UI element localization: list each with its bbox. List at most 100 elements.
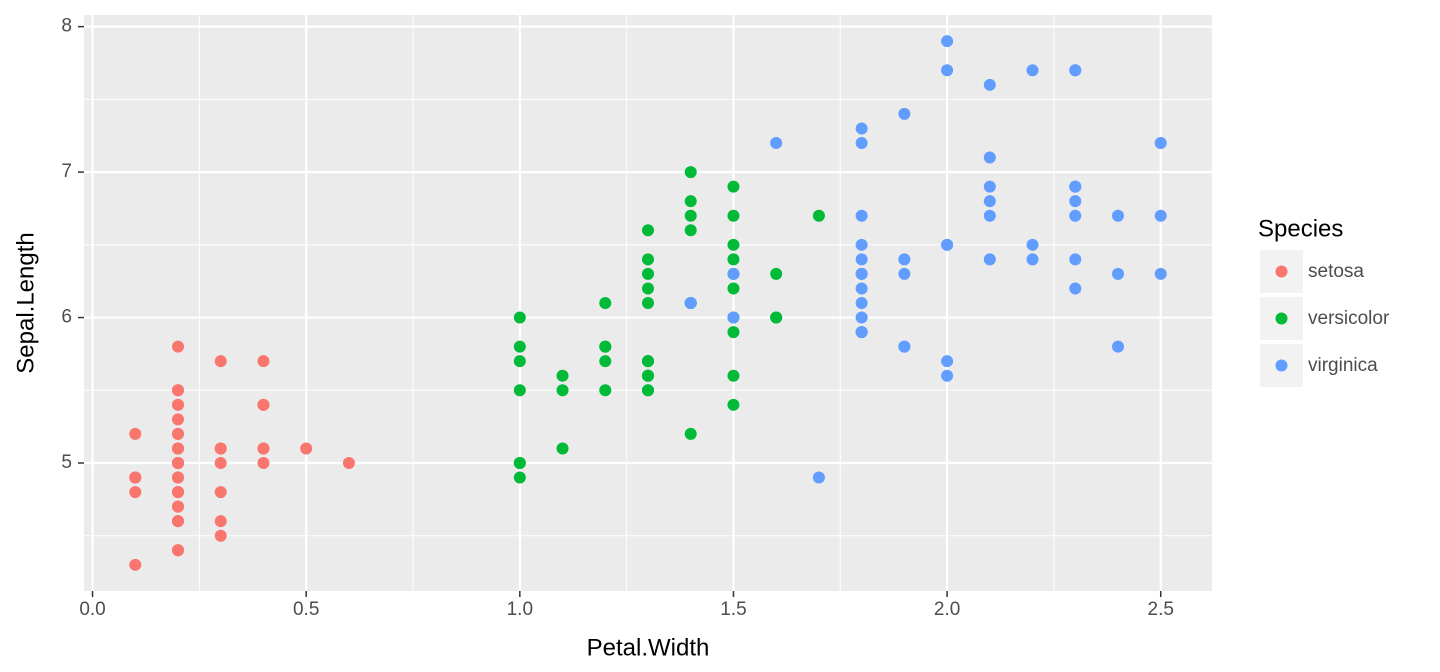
point	[172, 486, 184, 499]
x-tick-label: 0.0	[79, 599, 105, 620]
point	[727, 267, 740, 280]
point	[214, 515, 227, 528]
point	[172, 544, 184, 557]
point	[1026, 238, 1039, 251]
point	[257, 442, 270, 455]
point	[556, 384, 569, 397]
point	[855, 238, 868, 251]
point	[812, 209, 825, 222]
point	[983, 195, 996, 208]
point	[684, 166, 697, 179]
point	[1112, 209, 1124, 222]
point	[172, 457, 184, 469]
point	[1069, 195, 1082, 208]
point	[812, 471, 825, 484]
point	[727, 398, 740, 411]
point	[172, 413, 184, 426]
point	[172, 471, 184, 484]
point	[727, 326, 740, 339]
point	[642, 267, 654, 280]
y-axis-label: Sepal.Length	[12, 232, 39, 373]
point	[770, 137, 783, 149]
point	[770, 267, 783, 280]
point	[983, 209, 996, 222]
point	[684, 427, 697, 440]
point	[727, 369, 740, 382]
x-tick-label: 0.5	[293, 599, 319, 620]
point	[1112, 340, 1124, 353]
point	[129, 471, 142, 484]
point	[983, 151, 996, 164]
point	[898, 253, 911, 266]
point	[855, 311, 868, 324]
point	[983, 253, 996, 266]
point	[855, 297, 868, 309]
point	[1154, 267, 1167, 280]
point	[513, 384, 526, 397]
y-tick-label: 6	[61, 307, 72, 328]
point	[599, 355, 612, 368]
point	[172, 427, 184, 440]
y-tick-label: 8	[61, 16, 72, 37]
point	[172, 398, 184, 411]
point	[513, 355, 526, 368]
point	[172, 384, 184, 397]
point	[214, 442, 227, 455]
point	[1026, 253, 1039, 266]
point	[599, 340, 612, 353]
point	[855, 282, 868, 295]
point	[642, 384, 654, 397]
point	[642, 297, 654, 309]
x-tick-label: 2.5	[1148, 599, 1174, 620]
x-tick-label: 2.0	[934, 599, 960, 620]
legend-label: virginica	[1308, 355, 1378, 376]
point	[257, 355, 270, 368]
point	[642, 253, 654, 266]
point	[257, 398, 270, 411]
point	[983, 180, 996, 193]
point	[642, 355, 654, 368]
point	[855, 209, 868, 222]
x-axis-label: Petal.Width	[587, 634, 710, 661]
point	[556, 369, 569, 382]
point	[642, 282, 654, 295]
point	[172, 442, 184, 455]
point	[129, 427, 142, 440]
point	[941, 355, 954, 368]
point	[1154, 137, 1167, 149]
point	[642, 224, 654, 237]
point	[1069, 282, 1082, 295]
point	[855, 253, 868, 266]
point	[342, 457, 355, 469]
point	[684, 209, 697, 222]
point	[684, 297, 697, 309]
point	[727, 253, 740, 266]
point	[513, 471, 526, 484]
point	[214, 529, 227, 542]
y-tick-label: 5	[61, 452, 72, 473]
point	[172, 500, 184, 513]
legend-title: Species	[1258, 215, 1343, 242]
point	[941, 35, 954, 48]
point	[983, 78, 996, 91]
point	[214, 355, 227, 368]
point	[1069, 180, 1082, 193]
point	[1154, 209, 1167, 222]
point	[727, 180, 740, 193]
point	[129, 558, 142, 571]
point	[599, 384, 612, 397]
point	[1112, 267, 1124, 280]
point	[172, 515, 184, 528]
point	[599, 297, 612, 309]
x-tick-label: 1.0	[507, 599, 533, 620]
legend-swatch	[1275, 312, 1288, 325]
point	[855, 122, 868, 135]
point	[214, 457, 227, 469]
point	[898, 107, 911, 120]
point	[941, 238, 954, 251]
point	[898, 267, 911, 280]
point	[941, 369, 954, 382]
point	[727, 209, 740, 222]
point	[727, 238, 740, 251]
